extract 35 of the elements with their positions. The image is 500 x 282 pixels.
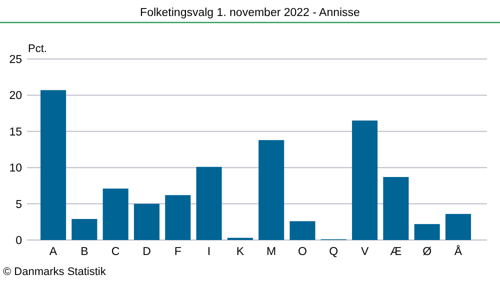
x-tick-label: F [174,246,182,258]
bar [72,219,98,240]
x-tick-label: I [207,246,211,258]
x-tick-label: V [360,246,369,258]
bar [134,204,160,240]
y-tick-label: 15 [9,126,22,138]
x-tick-label: Å [454,244,462,258]
y-tick-label: 20 [9,90,22,102]
bar [165,195,191,240]
x-tick-label: Æ [390,246,402,258]
bar [445,214,471,240]
chart-title: Folketingsvalg 1. november 2022 - Annisse [140,7,360,19]
bar [352,120,378,240]
y-tick-label: 25 [9,54,22,66]
text: © Danmarks Statistik [3,266,106,278]
x-tick-label: O [298,246,307,258]
bar [258,140,284,240]
y-tick-label: 10 [9,162,22,175]
y-tick-label: 0 [16,235,22,247]
x-tick-label: C [111,246,120,258]
bar [102,188,128,240]
y-axis-title: Pct. [28,43,47,55]
x-tick-label: K [236,246,244,258]
x-tick-label: M [266,246,276,258]
bar [40,90,66,240]
bar [290,221,316,240]
x-tick-label: Ø [422,246,432,258]
x-tick-label: B [80,246,89,258]
x-tick-label: D [142,246,151,258]
bar [414,224,440,240]
x-tick-label: A [49,246,58,258]
bar [196,166,222,240]
y-tick-label: 5 [16,198,22,211]
bar [383,177,409,240]
x-tick-label: Q [329,246,338,258]
